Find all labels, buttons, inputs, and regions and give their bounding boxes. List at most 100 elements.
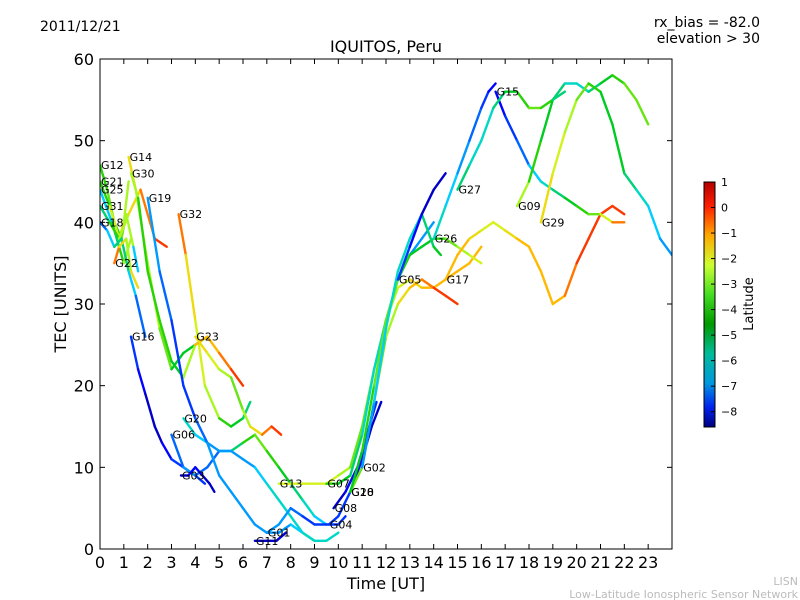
x-tick-label: 17 (495, 553, 515, 572)
x-tick-label: 21 (590, 553, 610, 572)
y-axis-label: TEC [UNITS] (51, 256, 70, 354)
y-tick-label: 10 (74, 458, 94, 477)
series-g30-segment (158, 319, 173, 363)
series-g19-segment (158, 270, 173, 322)
y-tick-label: 30 (74, 295, 94, 314)
series-label-g27: G27 (459, 184, 482, 197)
series-g09-segment (539, 98, 554, 142)
series-g14-segment (182, 343, 197, 355)
colorbar-tick-label: −7 (721, 380, 737, 393)
series-g29-segment (563, 98, 578, 134)
series-g26-segment (432, 204, 447, 240)
series-g05 (396, 172, 447, 281)
series-g17-segment (515, 237, 531, 249)
series-label-g30: G30 (132, 167, 155, 180)
series-label-g21: G21 (101, 176, 124, 189)
series-g17-segment (468, 229, 483, 240)
series-g31-segment (117, 212, 130, 240)
series-g29-segment (658, 237, 672, 257)
series-g05-segment (420, 188, 435, 216)
series-g17-segment (504, 229, 519, 240)
series-g09-segment (575, 82, 590, 93)
series-g17-segment (480, 221, 495, 232)
series-g02-segment (384, 270, 400, 330)
x-tick-label: 9 (309, 553, 319, 572)
series-label-g05: G05 (399, 274, 422, 287)
series-g06-segment (241, 458, 257, 469)
series-g32-segment (203, 384, 221, 420)
x-tick-label: 8 (286, 553, 296, 572)
y-axis-ticks: 0 10 20 30 40 50 60 (74, 50, 672, 559)
series-label-g02: G02 (363, 461, 386, 474)
series-g18-segment (105, 229, 116, 249)
series-g04-segment (370, 400, 383, 428)
series-g02-segment (372, 327, 388, 404)
series-g10-segment (444, 294, 459, 306)
y-tick-label: 0 (84, 540, 94, 559)
colorbar-tick-label: −1 (721, 227, 737, 240)
series-g30-segment (206, 335, 221, 355)
series-g17-segment (527, 245, 543, 273)
series-g06-segment (253, 466, 268, 485)
series-g21-segment (100, 180, 111, 208)
x-tick-label: 12 (376, 553, 396, 572)
series-g21-segment (122, 180, 130, 224)
series-g30-segment (129, 172, 140, 200)
colorbar-tick-label: 1 (721, 176, 728, 189)
series-label-g06: G06 (173, 429, 196, 442)
series-g18-segment (134, 294, 147, 338)
series-g29-segment (551, 131, 566, 175)
series-g03-segment (208, 482, 216, 493)
rx-bias-label: rx_bias = -82.0 (654, 15, 760, 31)
series-g10-segment (396, 286, 411, 306)
series-g28-segment (361, 384, 376, 453)
series-g20-segment (277, 466, 292, 485)
x-tick-label: 16 (471, 553, 491, 572)
series-g31-segment (153, 237, 168, 249)
x-tick-label: 6 (238, 553, 248, 572)
series-g02-segment (361, 400, 376, 469)
series-g17-segment (611, 204, 626, 216)
series-g03 (179, 466, 216, 493)
series-g11 (253, 531, 288, 542)
colorbar-tick-label: −5 (721, 329, 737, 342)
series-g26-segment (444, 172, 459, 208)
series-g01-segment (301, 515, 316, 526)
series-g15-segment (539, 180, 554, 191)
series-g28-segment (456, 245, 471, 257)
series-g15-segment (563, 196, 578, 208)
series-g30-segment (194, 335, 209, 346)
series-g15 (494, 90, 626, 224)
series-label-g04: G04 (330, 519, 353, 532)
series-g29-segment (599, 90, 614, 126)
series-g13-segment (432, 278, 447, 289)
series-label-g14: G14 (130, 151, 153, 164)
series-g12-segment (100, 163, 109, 191)
colorbar-tick-label: 0 (721, 202, 728, 215)
series-label-g01: G01 (268, 527, 291, 540)
series-g20-segment (229, 441, 245, 453)
colorbar-tick-label: −3 (721, 278, 737, 291)
colorbar-tick-label: −6 (721, 355, 737, 368)
series-g29 (539, 82, 672, 257)
series-g29-segment (575, 82, 590, 102)
series-g32-segment (184, 253, 197, 322)
series-g32-segment (229, 417, 245, 428)
series-g27-segment (539, 98, 554, 110)
series-g09-segment (551, 82, 566, 102)
series-g19-segment (301, 531, 316, 542)
colorbar-ticks: 1 0 −1 −2 −3 −4 −5 −6 −7 −8 (711, 176, 737, 419)
x-tick-label: 18 (519, 553, 539, 572)
series-g17-segment (492, 221, 507, 232)
series-g15-segment (494, 90, 507, 118)
x-axis-ticks: 0 1 2 3 4 5 6 7 8 9 10 11 12 13 14 15 16 17 18 19 20 21 22 23 (95, 59, 658, 572)
series-label-g22: G22 (115, 257, 138, 270)
series-g09-segment (635, 98, 650, 126)
series-g02-segment (420, 212, 435, 249)
x-tick-label: 23 (638, 553, 658, 572)
series-g27-segment (480, 106, 495, 142)
series-g27-segment (456, 163, 471, 191)
series-g26 (432, 82, 497, 240)
series-g06-segment (277, 498, 292, 518)
series-label-g20: G20 (184, 412, 207, 425)
